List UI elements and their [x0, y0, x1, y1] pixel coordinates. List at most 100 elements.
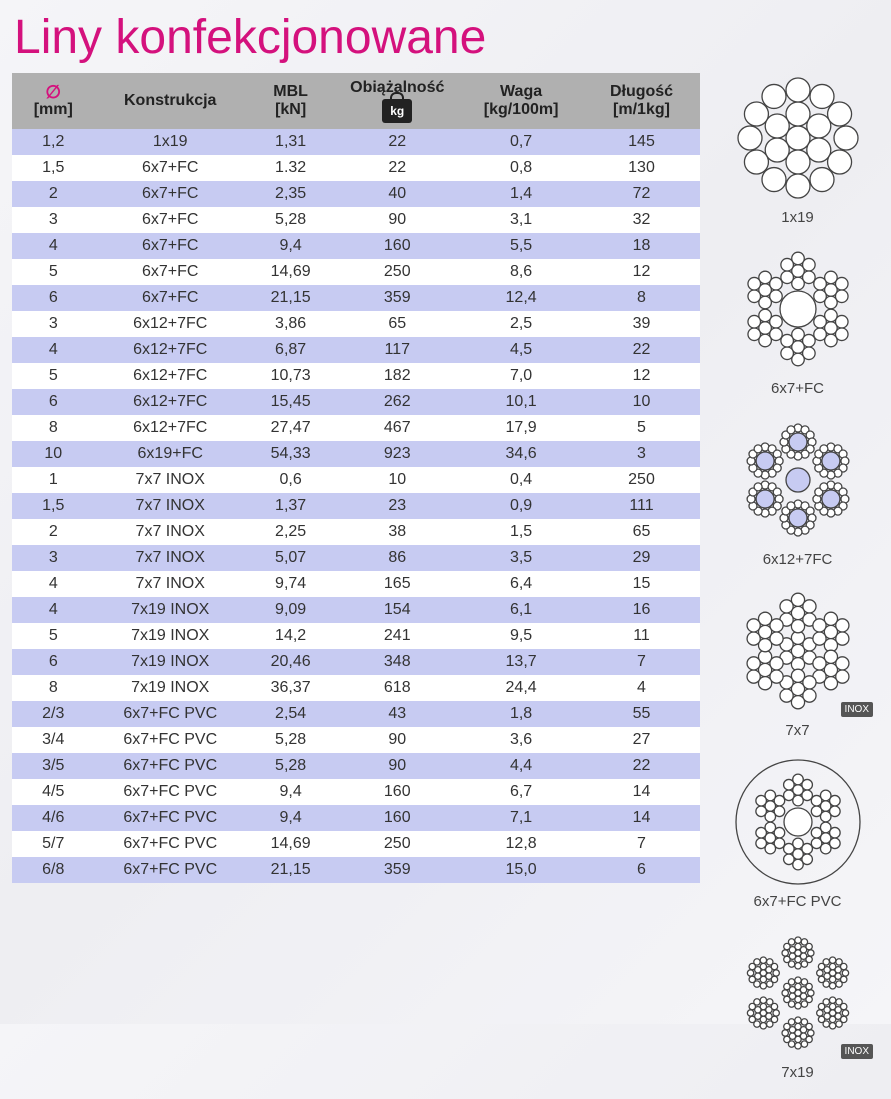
- cell: 10: [12, 441, 95, 467]
- cell: 3: [583, 441, 700, 467]
- table-row: 36x12+7FC3,86652,539: [12, 311, 700, 337]
- cell: 14,69: [246, 259, 335, 285]
- cell: 9,09: [246, 597, 335, 623]
- table-row: 1,57x7 INOX1,37230,9111: [12, 493, 700, 519]
- table-row: 46x7+FC9,41605,518: [12, 233, 700, 259]
- cell: 6x7+FC PVC: [95, 753, 246, 779]
- cell: 5/7: [12, 831, 95, 857]
- diagram-label: 6x7+FC: [771, 380, 824, 397]
- cell: 250: [335, 259, 459, 285]
- cell: 6x12+7FC: [95, 311, 246, 337]
- cell: 7x19 INOX: [95, 649, 246, 675]
- cell: 9,4: [246, 779, 335, 805]
- cell: 3,5: [459, 545, 583, 571]
- cell: 90: [335, 207, 459, 233]
- table-row: 1,21x191,31220,7145: [12, 129, 700, 155]
- cell: 2,54: [246, 701, 335, 727]
- cell: 14,69: [246, 831, 335, 857]
- cell: 5,5: [459, 233, 583, 259]
- cell: 6x7+FC: [95, 181, 246, 207]
- cell: 1x19: [95, 129, 246, 155]
- cell: 923: [335, 441, 459, 467]
- cell: 4: [12, 571, 95, 597]
- table-row: 66x12+7FC15,4526210,110: [12, 389, 700, 415]
- th-construction: Konstrukcja: [95, 73, 246, 129]
- cell: 262: [335, 389, 459, 415]
- cell: 22: [335, 155, 459, 181]
- cell: 5: [583, 415, 700, 441]
- cell: 7,1: [459, 805, 583, 831]
- cell: 29: [583, 545, 700, 571]
- inox-badge: INOX: [841, 702, 873, 717]
- table-row: 4/56x7+FC PVC9,41606,714: [12, 779, 700, 805]
- table-row: 2/36x7+FC PVC2,54431,855: [12, 701, 700, 727]
- cell: 14,2: [246, 623, 335, 649]
- cell: 3,6: [459, 727, 583, 753]
- cell: 0,9: [459, 493, 583, 519]
- cell: 3/5: [12, 753, 95, 779]
- cell: 467: [335, 415, 459, 441]
- cell: 10: [335, 467, 459, 493]
- cell: 8,6: [459, 259, 583, 285]
- cell: 1.32: [246, 155, 335, 181]
- cell: 1,31: [246, 129, 335, 155]
- cell: 160: [335, 805, 459, 831]
- cell: 241: [335, 623, 459, 649]
- cell: 1,8: [459, 701, 583, 727]
- table-row: 106x19+FC54,3392334,63: [12, 441, 700, 467]
- table-row: 37x7 INOX5,07863,529: [12, 545, 700, 571]
- cell: 6x7+FC: [95, 259, 246, 285]
- cell: 4: [12, 337, 95, 363]
- cell: 38: [335, 519, 459, 545]
- cell: 72: [583, 181, 700, 207]
- cell: 7x7 INOX: [95, 467, 246, 493]
- cell: 1,2: [12, 129, 95, 155]
- inox-badge: INOX: [841, 1044, 873, 1059]
- cell: 1,37: [246, 493, 335, 519]
- cell: 6,87: [246, 337, 335, 363]
- table-row: 56x7+FC14,692508,612: [12, 259, 700, 285]
- table-row: 87x19 INOX36,3761824,44: [12, 675, 700, 701]
- cell: 3,86: [246, 311, 335, 337]
- cell: 1,4: [459, 181, 583, 207]
- cell: 6x12+7FC: [95, 337, 246, 363]
- cell: 15,0: [459, 857, 583, 883]
- cell: 90: [335, 753, 459, 779]
- cell: 6: [583, 857, 700, 883]
- cell: 7,0: [459, 363, 583, 389]
- cell: 3: [12, 207, 95, 233]
- cell: 1,5: [12, 493, 95, 519]
- cell: 6x7+FC: [95, 233, 246, 259]
- cell: 6x12+7FC: [95, 389, 246, 415]
- cell: 21,15: [246, 857, 335, 883]
- cell: 12: [583, 363, 700, 389]
- cell: 7x7 INOX: [95, 519, 246, 545]
- table-row: 26x7+FC2,35401,472: [12, 181, 700, 207]
- cell: 2/3: [12, 701, 95, 727]
- cell: 4/5: [12, 779, 95, 805]
- th-mbl: MBL [kN]: [246, 73, 335, 129]
- cell: 12,8: [459, 831, 583, 857]
- table-row: 4/66x7+FC PVC9,41607,114: [12, 805, 700, 831]
- cell: 0,6: [246, 467, 335, 493]
- cell: 4: [583, 675, 700, 701]
- cell: 117: [335, 337, 459, 363]
- cell: 6x7+FC PVC: [95, 727, 246, 753]
- cell: 5,28: [246, 727, 335, 753]
- cell: 5: [12, 623, 95, 649]
- table-row: 6/86x7+FC PVC21,1535915,06: [12, 857, 700, 883]
- table-row: 27x7 INOX2,25381,565: [12, 519, 700, 545]
- cell: 4/6: [12, 805, 95, 831]
- cell: 7x7 INOX: [95, 571, 246, 597]
- table-row: 1,56x7+FC1.32220,8130: [12, 155, 700, 181]
- table-row: 3/56x7+FC PVC5,28904,422: [12, 753, 700, 779]
- cell: 6x19+FC: [95, 441, 246, 467]
- cell: 160: [335, 233, 459, 259]
- cell: 2: [12, 181, 95, 207]
- cell: 23: [335, 493, 459, 519]
- cell: 5: [12, 259, 95, 285]
- cell: 9,74: [246, 571, 335, 597]
- cell: 2: [12, 519, 95, 545]
- cell: 9,5: [459, 623, 583, 649]
- cell: 6x7+FC PVC: [95, 857, 246, 883]
